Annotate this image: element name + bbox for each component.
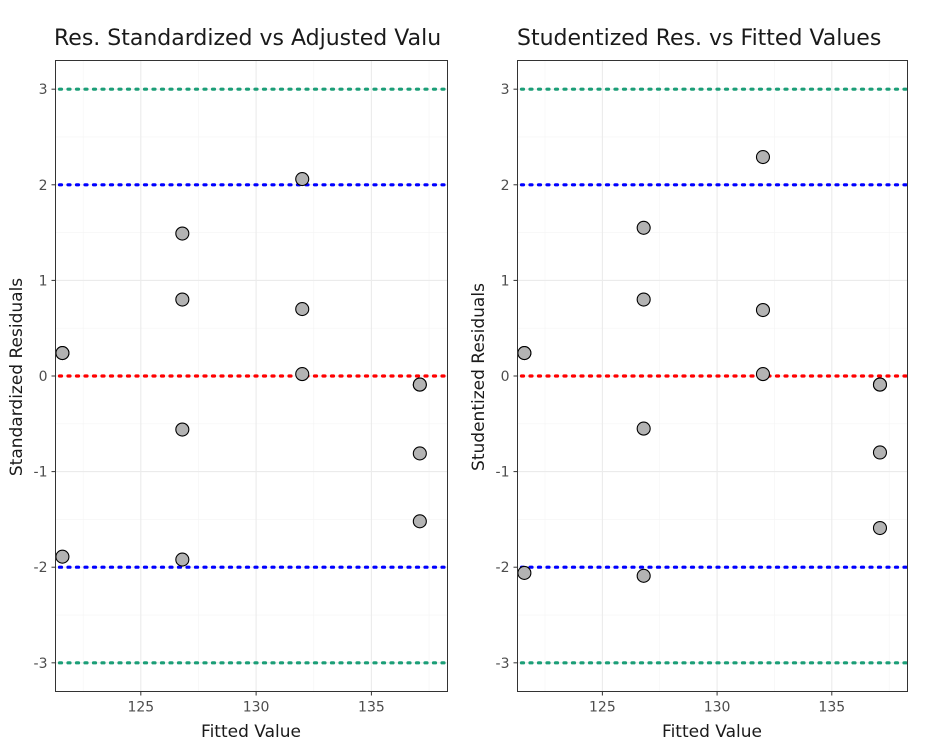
y-tick-label: 3 bbox=[39, 82, 48, 98]
x-axis-title: Fitted Value bbox=[662, 722, 762, 742]
chart-studentized: Studentized Res. vs Fitted Values Studen… bbox=[469, 26, 910, 742]
x-tick-label: 130 bbox=[243, 700, 270, 716]
data-point bbox=[55, 346, 70, 361]
x-tick-label: 130 bbox=[704, 700, 731, 716]
y-tick-label: -2 bbox=[34, 560, 48, 576]
y-tick-label: 2 bbox=[501, 178, 510, 194]
data-point bbox=[295, 367, 310, 382]
data-point bbox=[636, 568, 651, 583]
chart-title: Res. Standardized vs Adjusted Valu bbox=[54, 26, 441, 51]
data-point bbox=[755, 150, 771, 165]
data-point bbox=[872, 520, 888, 536]
data-point bbox=[636, 220, 651, 235]
y-tick-label: 2 bbox=[39, 178, 48, 194]
x-axis-title: Fitted Value bbox=[201, 722, 301, 742]
data-point bbox=[872, 377, 888, 392]
y-tick-label: 0 bbox=[501, 369, 510, 385]
y-tick-label: -1 bbox=[34, 465, 48, 481]
data-point bbox=[295, 302, 310, 317]
y-tick-label: 0 bbox=[39, 369, 48, 385]
x-tick-label: 135 bbox=[818, 700, 845, 716]
y-axis-title: Studentized Residuals bbox=[469, 283, 489, 471]
data-points bbox=[55, 172, 427, 567]
data-point bbox=[636, 421, 651, 436]
data-point bbox=[175, 226, 190, 241]
data-point bbox=[412, 446, 427, 461]
y-tick-label: -3 bbox=[496, 656, 510, 672]
y-tick-label: -1 bbox=[496, 465, 510, 481]
reference-lines bbox=[57, 87, 450, 665]
y-tick-label: 3 bbox=[501, 82, 510, 98]
chart-standardized: Res. Standardized vs Adjusted Valu Stand… bbox=[7, 26, 450, 742]
grid bbox=[55, 60, 448, 692]
data-point bbox=[412, 514, 427, 529]
x-tick-label: 125 bbox=[589, 700, 616, 716]
data-point bbox=[175, 552, 190, 567]
data-point bbox=[175, 422, 190, 437]
data-point bbox=[755, 367, 771, 382]
data-point bbox=[755, 302, 771, 318]
data-point bbox=[295, 172, 310, 187]
axes: 125 130 135 -3 -2 -1 0 1 2 3 bbox=[34, 82, 385, 715]
x-tick-label: 125 bbox=[127, 700, 154, 716]
x-tick-label: 135 bbox=[358, 700, 385, 716]
y-tick-label: 1 bbox=[501, 273, 510, 289]
y-tick-label: 1 bbox=[39, 273, 48, 289]
data-point bbox=[872, 445, 888, 460]
y-axis-title: Standardized Residuals bbox=[7, 278, 27, 476]
data-point bbox=[517, 346, 532, 361]
y-tick-label: -2 bbox=[496, 560, 510, 576]
chart-title: Studentized Res. vs Fitted Values bbox=[517, 26, 881, 51]
data-point bbox=[412, 377, 427, 392]
reference-lines bbox=[519, 87, 910, 665]
data-points bbox=[517, 150, 888, 583]
data-point bbox=[55, 549, 70, 564]
y-tick-label: -3 bbox=[34, 656, 48, 672]
data-point bbox=[636, 292, 651, 307]
axes: 125 130 135 -3 -2 -1 0 1 2 3 bbox=[496, 82, 846, 715]
data-point bbox=[517, 565, 532, 580]
data-point bbox=[175, 292, 190, 307]
